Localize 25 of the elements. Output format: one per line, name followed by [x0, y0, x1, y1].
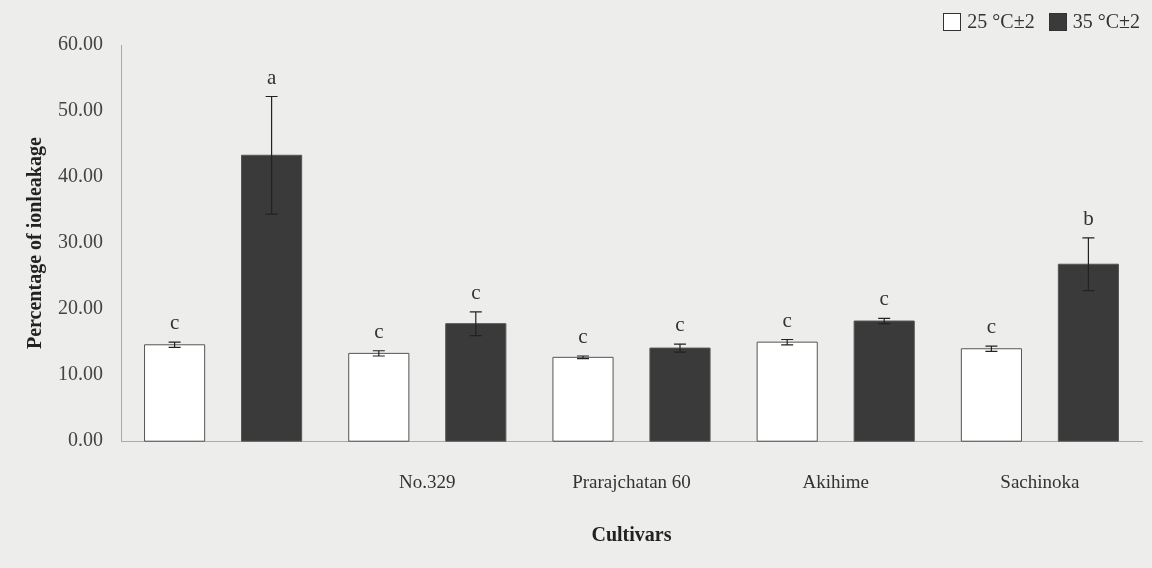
y-tick-label: 20.00: [58, 296, 103, 319]
y-tick-label: 40.00: [58, 164, 103, 187]
data-label: c: [471, 279, 481, 304]
data-label: c: [782, 307, 792, 332]
x-axis-title: Cultivars: [591, 523, 672, 546]
y-tick-label: 60.00: [58, 32, 103, 55]
data-label: c: [169, 310, 180, 335]
data-label: b: [1083, 205, 1094, 230]
x-tick-label: Akihime: [802, 470, 869, 492]
y-tick-label: 30.00: [58, 230, 103, 253]
data-label: c: [578, 324, 588, 349]
data-label: c: [986, 314, 997, 339]
data-label: a: [266, 64, 277, 89]
data-label: c: [879, 286, 889, 311]
x-tick-label: Prarajchatan 60: [572, 470, 691, 492]
y-tick-label: 0.00: [68, 428, 103, 451]
y-tick-label: 50.00: [58, 98, 103, 121]
legend-label: 25 °C±2: [967, 10, 1035, 33]
data-label: c: [374, 318, 384, 343]
x-tick-label: Sachinoka: [1000, 470, 1081, 492]
data-label: c: [675, 312, 685, 337]
y-axis-title: Percentage of ionleakage: [23, 137, 47, 349]
x-tick-label: No.329: [399, 470, 456, 492]
legend-label: 35 °C±2: [1072, 10, 1140, 33]
y-tick-label: 10.00: [58, 362, 103, 385]
